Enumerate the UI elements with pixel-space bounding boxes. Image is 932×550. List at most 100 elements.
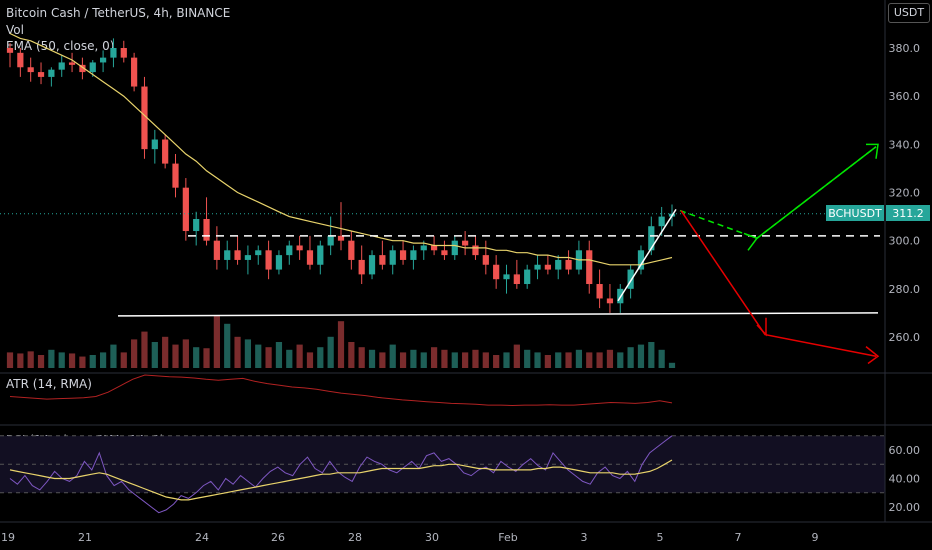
volume-bar — [534, 352, 541, 368]
atr-pane — [9, 374, 673, 407]
candle-body — [255, 250, 262, 256]
price-tick-label: 380.0 — [889, 42, 921, 55]
time-axis: 19 21 24 26 28 30 Feb 3 5 7 9 — [1, 531, 819, 544]
candle-body — [399, 250, 407, 260]
symbol-tag: BCHUSDT — [828, 207, 882, 220]
volume-bar — [462, 352, 469, 368]
symbol-title: Bitcoin Cash / TetherUS, 4h, BINANCE — [6, 6, 231, 20]
candle-body — [27, 67, 34, 73]
candle-body — [182, 187, 189, 232]
time-tick-label: 24 — [195, 531, 209, 544]
time-tick-label: Feb — [498, 531, 517, 544]
volume-bar — [275, 342, 283, 368]
candle-body — [265, 250, 272, 270]
volume-bar — [151, 342, 158, 368]
volume-bar — [627, 347, 634, 368]
volume-bar — [234, 336, 241, 368]
volume-bar — [617, 352, 624, 368]
volume-bar — [27, 351, 34, 368]
volume-bar — [172, 344, 179, 368]
volume-bar — [131, 339, 138, 368]
candle-body — [68, 62, 76, 65]
volume-bar — [68, 353, 76, 368]
ema-path — [9, 32, 673, 266]
volume-bar — [99, 352, 107, 368]
volume-bar — [358, 347, 365, 368]
volume-bar — [503, 352, 510, 368]
ema-line — [9, 32, 673, 266]
time-tick-label: 21 — [78, 531, 92, 544]
green-arrowhead-1 — [743, 232, 759, 251]
volume-bar — [648, 342, 655, 368]
candle-body — [472, 245, 479, 256]
candle-body — [6, 48, 14, 53]
red-arrow-path[interactable] — [680, 210, 877, 358]
currency-badge[interactable]: USDT — [888, 3, 930, 23]
volume-bar — [203, 348, 210, 368]
candle-body — [99, 57, 107, 63]
candle-body — [224, 250, 231, 260]
volume-bar — [265, 347, 272, 368]
volume-bar — [89, 355, 96, 368]
candle-body — [513, 274, 520, 285]
rsi-tick-label: 60.00 — [889, 444, 921, 457]
candle-body — [441, 250, 448, 256]
volume-bar — [472, 349, 479, 368]
volume-bar — [524, 349, 531, 368]
time-tick-label: 26 — [271, 531, 285, 544]
candle-body — [410, 250, 417, 260]
volume-bar — [430, 347, 438, 368]
volume-bar — [389, 344, 396, 368]
candle-body — [430, 245, 438, 251]
drawings — [117, 143, 880, 365]
red-arrowhead-1 — [756, 317, 767, 337]
volume-bar — [410, 349, 417, 368]
price-tick-label: 360.0 — [889, 90, 921, 103]
price-tag-bg — [886, 205, 930, 221]
candle-body — [203, 218, 210, 241]
volume-bar — [637, 344, 645, 368]
time-tick-label: 9 — [812, 531, 819, 544]
volume-bar — [141, 331, 148, 368]
candle-body — [151, 139, 158, 150]
trend-line[interactable] — [617, 208, 677, 302]
candle-body — [493, 264, 500, 280]
volume-bar — [79, 356, 86, 368]
volume-bar — [565, 352, 572, 368]
symbol-tag-bg — [826, 205, 884, 221]
candle-body — [637, 250, 645, 270]
volume-bar — [37, 355, 45, 368]
time-tick-label: 5 — [657, 531, 664, 544]
candle-body — [306, 250, 314, 265]
volume-bar — [244, 339, 252, 368]
rsi-tick-label: 20.00 — [889, 501, 921, 514]
volume-bar — [606, 349, 614, 368]
atr-line — [9, 374, 673, 407]
candle-body — [368, 255, 376, 275]
candle-body — [648, 226, 655, 251]
candle-body — [627, 269, 634, 289]
candle-body — [286, 245, 293, 256]
volume-bar — [544, 355, 551, 368]
volume-bar — [513, 344, 520, 368]
candle-body — [327, 235, 334, 246]
candle-body — [462, 240, 469, 246]
volume-bar — [379, 352, 386, 368]
green-arrow-path-dashed[interactable] — [679, 146, 877, 240]
candle-body — [37, 72, 45, 77]
volume-bar — [493, 355, 500, 368]
candle-body — [389, 250, 396, 265]
candle-body — [141, 86, 148, 150]
candle-body — [482, 255, 489, 265]
candle-body — [296, 245, 303, 251]
candle-body — [524, 269, 531, 285]
candle-body — [172, 163, 179, 188]
volume-bar — [555, 352, 562, 368]
volume-bar — [658, 349, 665, 368]
volume-bar — [337, 321, 345, 368]
candle-body — [337, 235, 345, 241]
support-line[interactable] — [117, 312, 879, 317]
green-arrow-path[interactable] — [756, 146, 877, 239]
candle-body — [275, 255, 283, 270]
